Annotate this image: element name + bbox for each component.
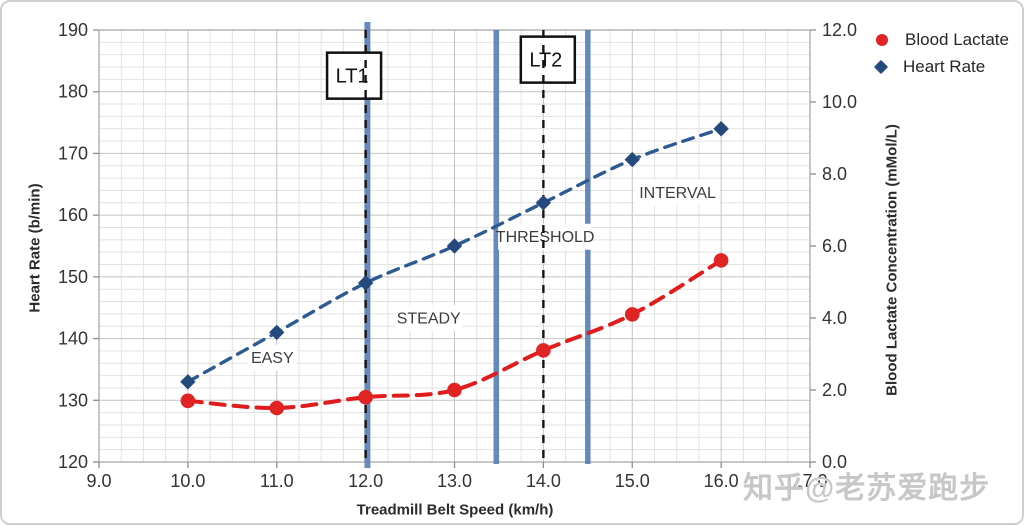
zone-label-bg — [498, 223, 593, 250]
lt-box-text: LT2 — [529, 50, 562, 72]
data-point-blood-lactate — [358, 389, 373, 405]
watermark: 知乎@老苏爱跑步 — [743, 472, 991, 505]
zone-annotation-steady: STEADY — [395, 305, 463, 332]
axis-tick-labels: 9.0 10.0 11.0 12.0 13.0 14.0 15.0 16.0 17.0 120 13… — [58, 20, 857, 491]
right-axis-title: Blood Lactate Concentration (mMol/L) — [883, 124, 901, 396]
x-axis-title: Treadmill Belt Speed (km/h) — [356, 501, 554, 519]
zone-label-text: STEADY — [397, 311, 461, 328]
heart-rate-marker-icon — [873, 59, 889, 75]
right-y-tick-label: 10.0 — [822, 92, 857, 112]
left-y-tick-label: 160 — [58, 205, 88, 225]
left-y-tick-label: 180 — [58, 82, 88, 102]
x-tick-label: 13.0 — [437, 471, 472, 491]
lt-box — [519, 35, 577, 84]
data-point-blood-lactate — [536, 343, 551, 358]
right-y-tick-label: 0.0 — [822, 452, 847, 472]
data-point-blood-lactate — [269, 400, 285, 416]
data-point-blood-lactate — [713, 253, 729, 268]
data-point-heart-rate — [713, 121, 729, 137]
zone-annotation-interval: INTERVAL — [634, 179, 721, 206]
right-y-tick-label: 4.0 — [822, 308, 847, 328]
data-point-heart-rate — [357, 275, 374, 291]
x-tick-label: 17.0 — [792, 471, 827, 491]
left-axis-title: Heart Rate (b/min) — [26, 183, 44, 313]
chart-legend: Blood Lactate Heart Rate — [873, 29, 1009, 78]
zone-label-bg — [247, 344, 298, 371]
data-point-blood-lactate — [447, 382, 462, 398]
right-y-tick-label: 6.0 — [822, 236, 847, 256]
axis-ticks — [93, 29, 816, 468]
data-point-heart-rate — [269, 324, 285, 341]
lt-annotation-lt1: LT1 — [325, 51, 383, 100]
left-y-tick-label: 130 — [58, 390, 88, 410]
data-point-heart-rate — [446, 238, 463, 254]
zone-label-text: EASY — [251, 350, 294, 367]
x-tick-label: 9.0 — [86, 471, 111, 491]
zone-label-text: INTERVAL — [639, 185, 716, 202]
right-y-tick-label: 8.0 — [822, 164, 847, 184]
data-point-heart-rate — [180, 374, 196, 390]
x-tick-label: 11.0 — [260, 471, 294, 491]
x-tick-label: 10.0 — [170, 471, 205, 491]
x-tick-label: 15.0 — [615, 471, 650, 491]
lt-annotation-lt2: LT2 — [519, 35, 577, 84]
x-tick-label: 12.0 — [348, 471, 383, 491]
data-point-heart-rate — [535, 195, 552, 211]
series-heart-rate — [180, 121, 729, 390]
series-blood-lactate — [180, 253, 729, 416]
left-y-tick-label: 120 — [58, 452, 88, 472]
x-tick-label: 16.0 — [704, 471, 739, 491]
zone-label-bg — [634, 179, 721, 206]
right-y-tick-label: 2.0 — [822, 380, 847, 400]
blood-lactate-marker-icon — [876, 34, 888, 46]
left-y-tick-label: 150 — [58, 267, 88, 287]
left-y-tick-label: 140 — [58, 329, 88, 349]
legend-label-heart-rate: Heart Rate — [903, 57, 986, 76]
left-y-tick-label: 170 — [58, 143, 88, 163]
left-y-tick-label: 190 — [58, 20, 88, 40]
data-point-blood-lactate — [180, 393, 196, 409]
data-point-blood-lactate — [624, 307, 640, 322]
lt-box-text: LT1 — [336, 66, 369, 88]
right-y-tick-label: 12.0 — [822, 20, 857, 40]
lt-box — [325, 51, 383, 100]
data-point-heart-rate — [624, 151, 640, 168]
zone-label-bg — [395, 305, 463, 332]
legend-item-heart-rate: Heart Rate — [873, 56, 1009, 78]
legend-label-blood-lactate: Blood Lactate — [905, 30, 1009, 49]
zone-annotation-threshold: THRESHOLD — [496, 223, 595, 250]
legend-item-blood-lactate: Blood Lactate — [876, 29, 1009, 51]
x-tick-label: 14.0 — [526, 471, 561, 491]
zone-annotation-easy: EASY — [247, 344, 298, 371]
zone-label-text: THRESHOLD — [496, 229, 595, 246]
